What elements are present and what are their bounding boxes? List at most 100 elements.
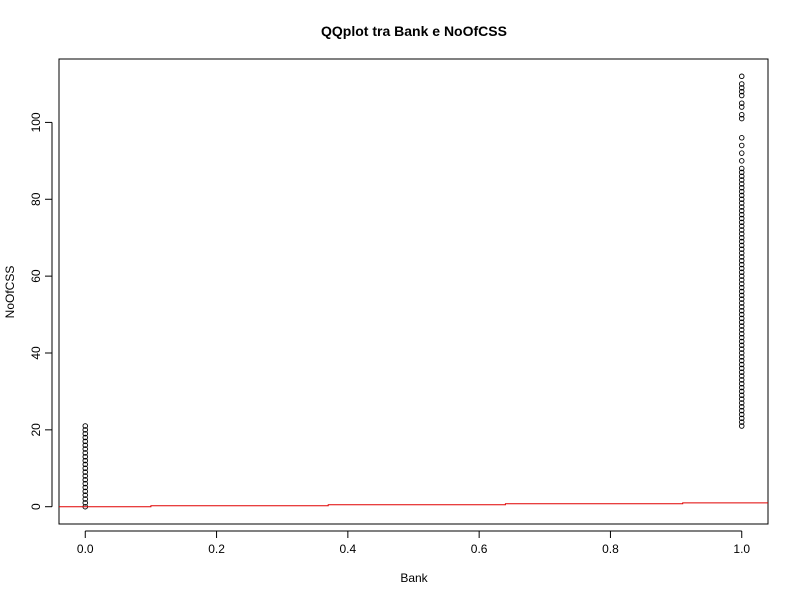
data-point — [738, 223, 745, 229]
data-point — [738, 165, 745, 172]
data-point — [738, 346, 745, 352]
data-point — [738, 396, 745, 402]
data-point — [82, 446, 89, 452]
data-point — [738, 407, 745, 414]
data-point — [738, 327, 745, 333]
data-point — [738, 234, 745, 241]
data-point — [738, 211, 745, 218]
data-point — [738, 238, 745, 245]
data-point — [82, 465, 89, 472]
data-point — [738, 304, 745, 310]
data-point — [738, 315, 745, 322]
data-point — [738, 204, 745, 210]
data-point — [738, 92, 745, 99]
data-point — [738, 400, 745, 406]
x-tick-label: 0.2 — [208, 542, 225, 556]
data-point — [738, 115, 745, 122]
data-point — [738, 273, 745, 279]
data-point — [82, 427, 89, 433]
y-tick-label: 60 — [29, 269, 43, 283]
data-point — [738, 265, 745, 272]
data-point — [738, 419, 745, 425]
data-point — [738, 269, 745, 276]
data-point — [738, 404, 745, 410]
data-point — [738, 111, 745, 118]
reference-line — [59, 502, 768, 508]
data-point — [738, 373, 745, 379]
x-tick-label: 0.0 — [77, 542, 94, 556]
data-point — [738, 284, 745, 291]
plot-frame — [58, 58, 769, 525]
data-point — [738, 261, 745, 268]
data-point — [82, 453, 89, 460]
data-point — [738, 296, 745, 302]
data-point — [738, 254, 745, 260]
data-point — [738, 231, 745, 237]
data-point — [82, 450, 89, 456]
data-point — [82, 488, 89, 495]
data-point — [738, 73, 745, 80]
data-point — [738, 215, 745, 222]
data-point — [82, 430, 89, 437]
data-point — [82, 473, 89, 479]
data-point — [82, 492, 89, 498]
y-axis: 0 20 40 60 80 100 — [29, 112, 53, 510]
chart-title: QQplot tra Bank e NoOfCSS — [321, 23, 507, 39]
data-point — [738, 338, 745, 345]
data-point — [738, 361, 745, 368]
data-point — [738, 331, 745, 337]
data-point — [738, 246, 745, 252]
data-point — [738, 242, 745, 249]
x-tick-label: 1.0 — [733, 542, 750, 556]
data-point — [82, 423, 89, 429]
data-point — [738, 181, 745, 187]
data-point — [738, 281, 745, 287]
data-point — [738, 188, 745, 195]
data-point — [738, 342, 745, 349]
data-point — [738, 384, 745, 391]
y-axis-label: NoOfCSS — [3, 266, 17, 319]
data-point — [738, 288, 745, 295]
data-point — [82, 496, 89, 502]
data-point — [738, 250, 745, 256]
data-point — [738, 357, 745, 364]
y-tick-label: 40 — [29, 346, 43, 360]
data-point — [738, 135, 745, 141]
data-point — [82, 442, 89, 448]
data-point — [738, 415, 745, 422]
data-point — [738, 292, 745, 299]
x-axis: 0.0 0.2 0.4 0.6 0.8 1.0 — [77, 530, 750, 556]
data-point — [738, 169, 745, 176]
data-point — [738, 219, 745, 226]
data-point — [738, 177, 745, 183]
series-layer — [59, 73, 768, 510]
data-point — [738, 196, 745, 203]
data-point — [738, 200, 745, 206]
data-point — [738, 388, 745, 395]
data-point — [738, 227, 745, 233]
data-point — [738, 392, 745, 399]
data-point — [738, 100, 745, 106]
data-point — [82, 434, 89, 441]
data-point — [738, 173, 745, 179]
data-point — [82, 484, 89, 491]
x-axis-label: Bank — [400, 571, 428, 585]
data-point — [738, 277, 745, 283]
data-point — [82, 457, 89, 464]
data-point — [738, 354, 745, 360]
x-tick-label: 0.4 — [340, 542, 357, 556]
data-point — [82, 469, 89, 475]
data-point — [738, 319, 745, 325]
data-point — [738, 377, 745, 383]
data-point — [738, 85, 745, 91]
data-point — [738, 350, 745, 356]
data-point — [738, 323, 745, 329]
data-point — [82, 480, 89, 487]
data-point — [82, 438, 89, 445]
data-point — [738, 365, 745, 372]
data-point — [738, 142, 745, 149]
data-point — [738, 311, 745, 318]
data-point — [82, 500, 89, 506]
y-tick-label: 100 — [29, 112, 43, 132]
